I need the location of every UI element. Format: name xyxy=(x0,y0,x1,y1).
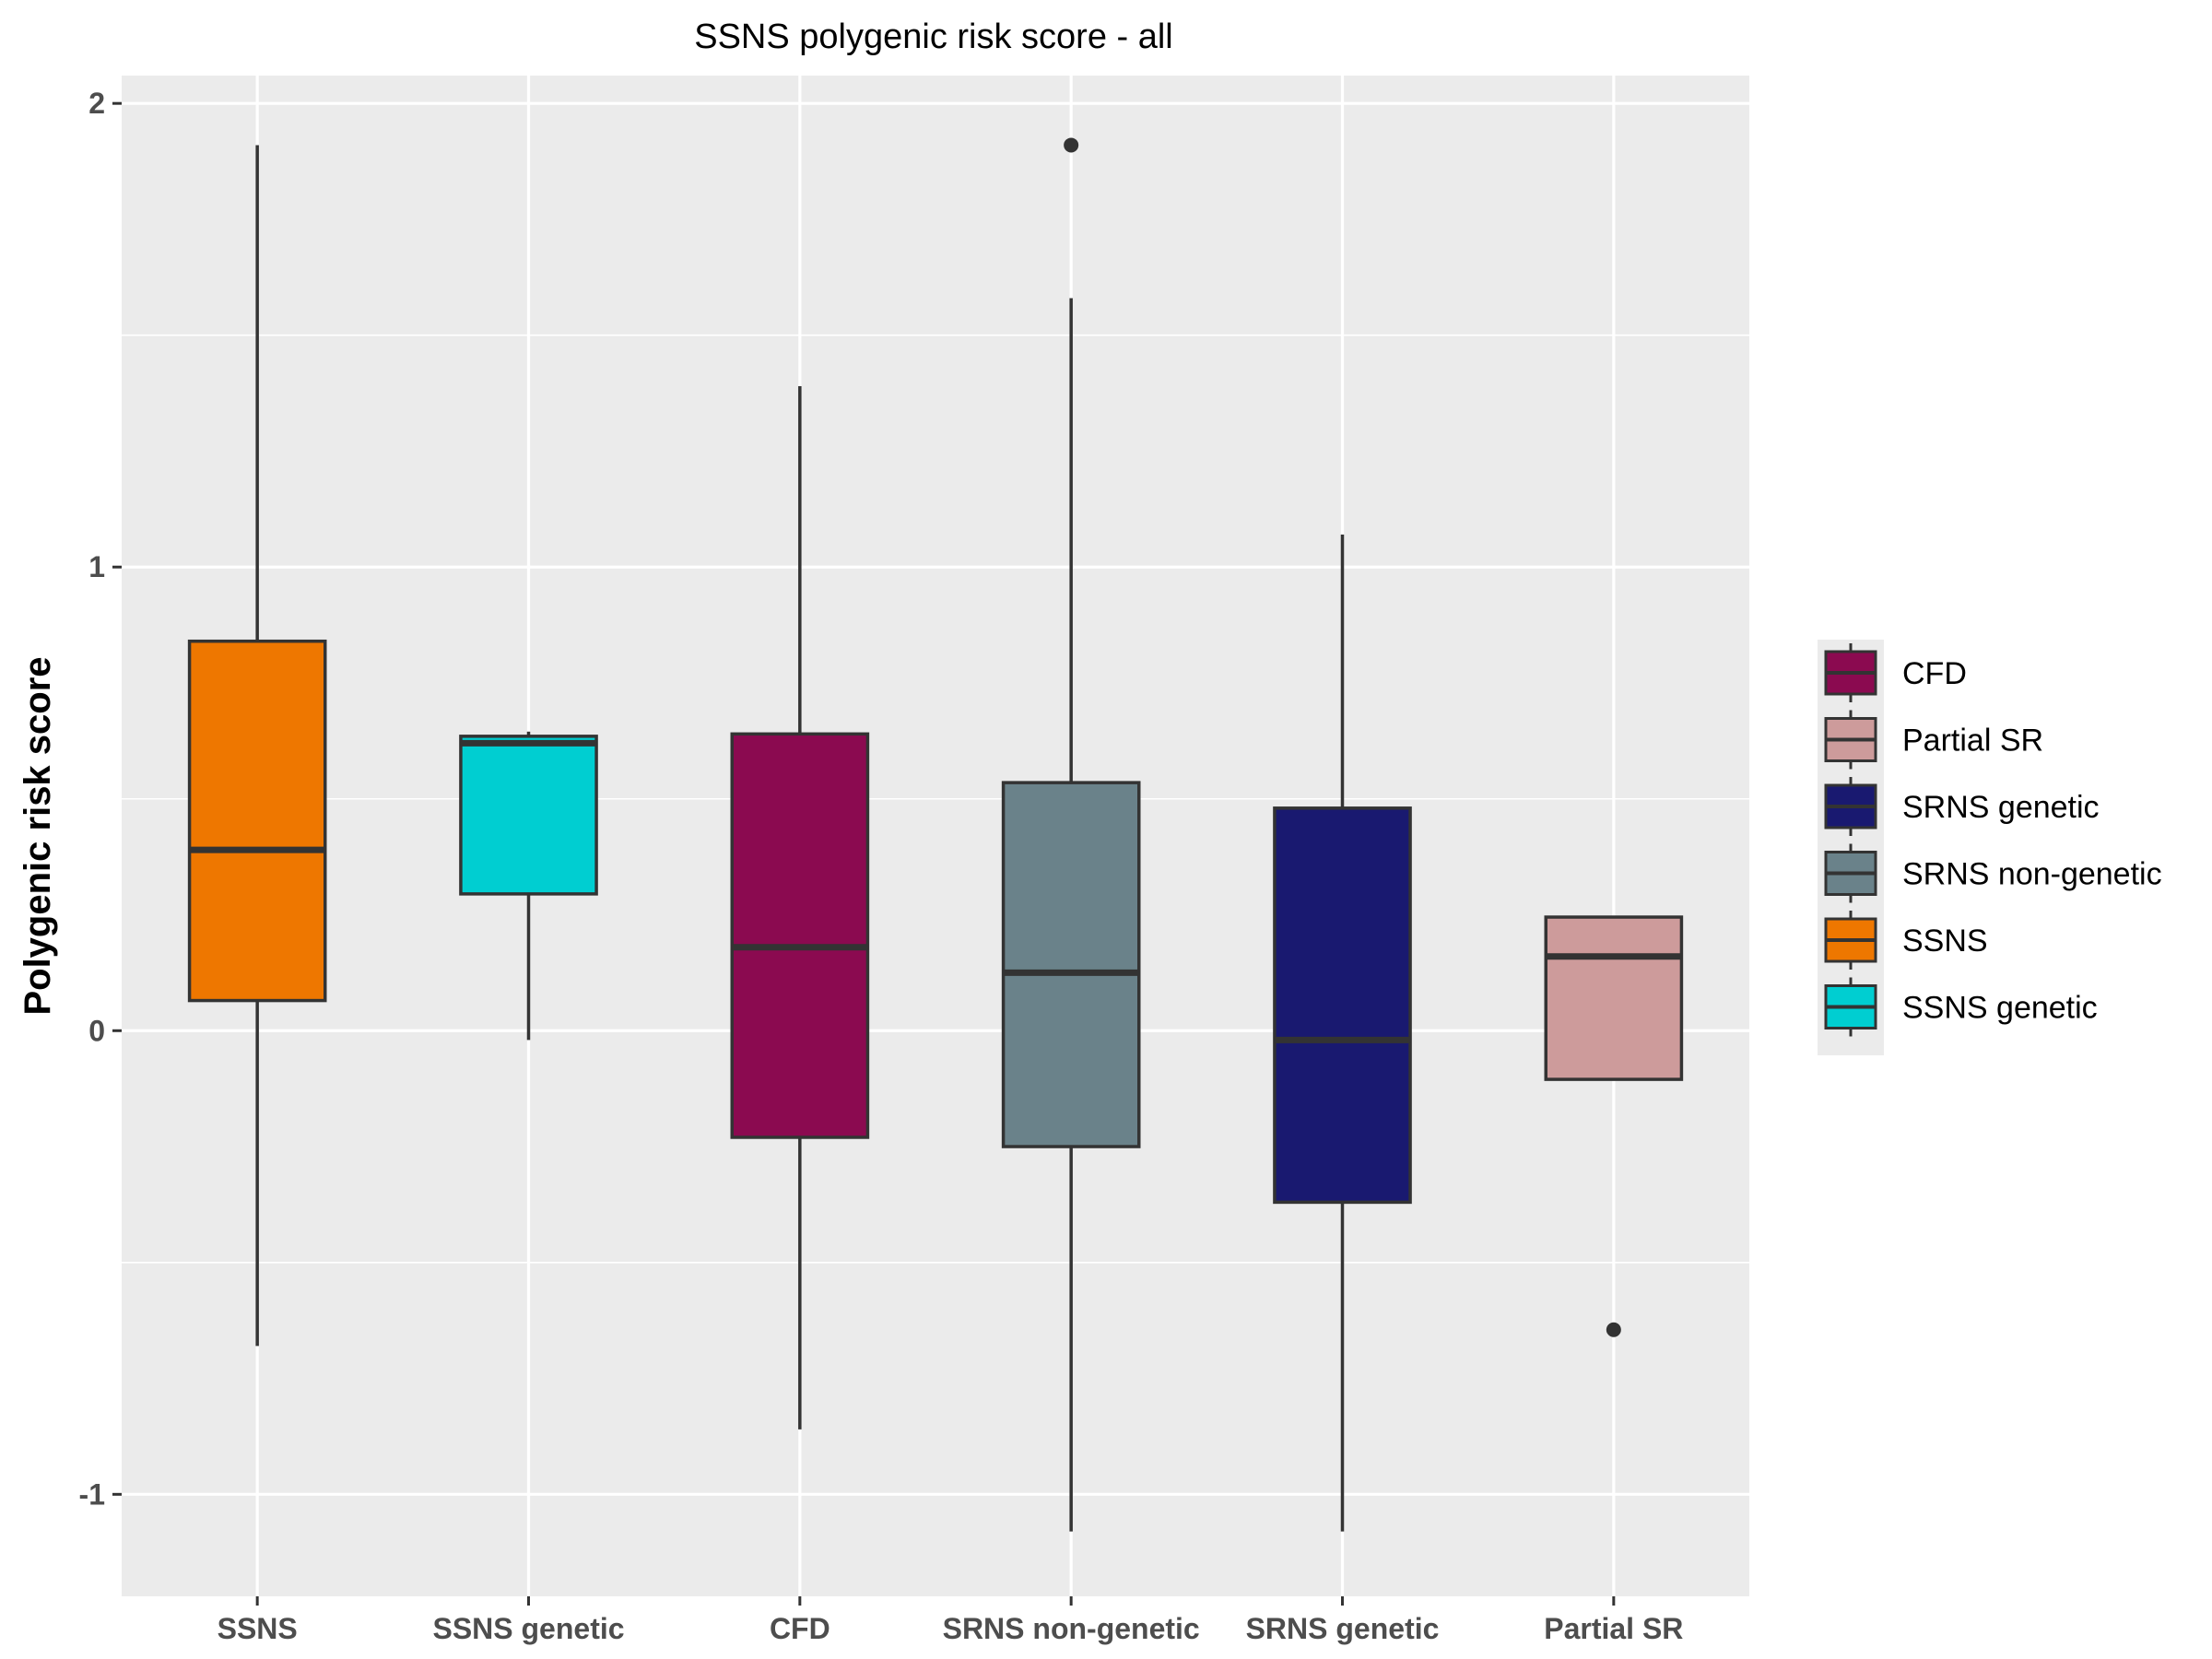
legend-label: CFD xyxy=(1902,656,1967,691)
legend-item-ssns: SSNS xyxy=(1824,911,1988,970)
box-ssns-genetic xyxy=(459,731,598,1041)
y-tick-label: 0 xyxy=(88,1014,105,1047)
chart-title: SSNS polygenic risk score - all xyxy=(694,18,1173,56)
x-tick-label: Partial SR xyxy=(1544,1612,1683,1645)
legend-item-ssns-genetic: SSNS genetic xyxy=(1824,977,2098,1037)
legend-item-partial-sr: Partial SR xyxy=(1824,710,2043,770)
x-tick-label: CFD xyxy=(770,1612,830,1645)
x-tick-label: SRNS non-genetic xyxy=(943,1612,1200,1645)
box-ssns xyxy=(187,145,327,1347)
box-body xyxy=(187,639,327,1003)
box-body xyxy=(459,735,598,896)
x-tick-label: SSNS genetic xyxy=(432,1612,624,1645)
box-srns-genetic xyxy=(1273,535,1412,1532)
box-srns-non-genetic xyxy=(1001,137,1141,1532)
box-body xyxy=(1273,806,1412,1205)
box-body xyxy=(730,732,870,1139)
y-axis-label: Polygenic risk score xyxy=(18,656,58,1015)
legend-item-srns-non-genetic: SRNS non-genetic xyxy=(1824,843,2162,903)
legend-label: SSNS xyxy=(1902,924,1988,959)
y-tick-label: 2 xyxy=(88,87,105,120)
legend-label: SSNS genetic xyxy=(1902,991,2098,1026)
legend-label: Partial SR xyxy=(1902,724,2043,759)
box-body xyxy=(1544,915,1684,1081)
box-cfd xyxy=(730,386,870,1430)
box-body xyxy=(1001,781,1141,1148)
panel-background xyxy=(122,76,1749,1596)
legend-label: SRNS genetic xyxy=(1902,790,2100,825)
x-tick-label: SRNS genetic xyxy=(1246,1612,1440,1645)
legend: CFD Partial SR SRNS genetic SRNS non-geneti… xyxy=(1818,640,2162,1055)
y-tick-label: -1 xyxy=(79,1477,105,1511)
x-tick-label: SSNS xyxy=(218,1612,298,1645)
legend-item-cfd: CFD xyxy=(1824,643,1967,702)
legend-item-srns-genetic: SRNS genetic xyxy=(1824,777,2100,836)
y-tick-label: 1 xyxy=(88,550,105,583)
outlier-point xyxy=(1064,137,1079,153)
plot-panel: -1 0 1 2 SSNS SSNS genetic CFD SRNS non-genetic… xyxy=(79,76,1749,1645)
outlier-point xyxy=(1606,1322,1621,1337)
legend-label: SRNS non-genetic xyxy=(1902,857,2162,892)
box-partial-sr xyxy=(1544,915,1684,1337)
